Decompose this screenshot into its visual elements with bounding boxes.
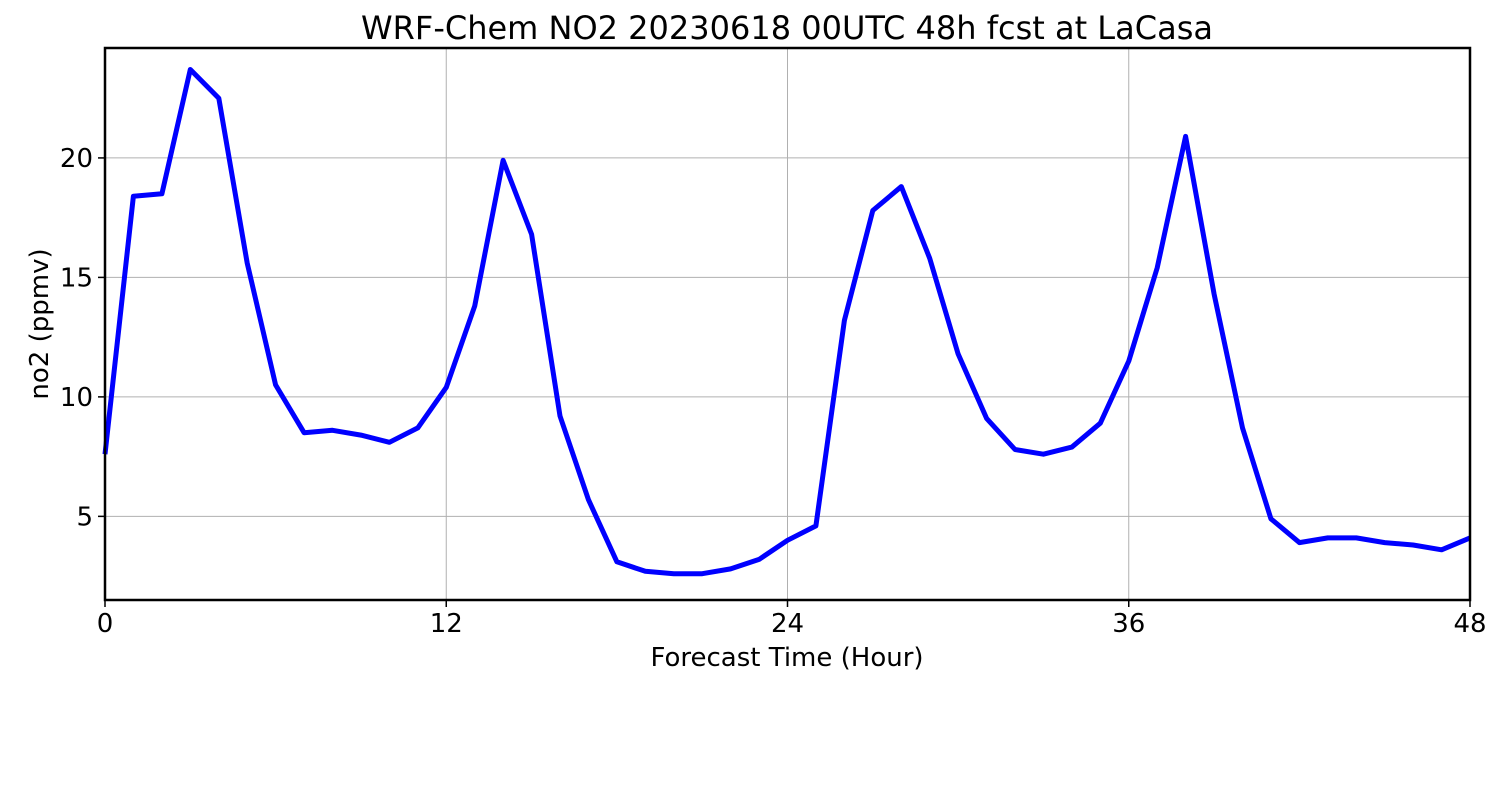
y-tick-label: 10: [60, 383, 93, 413]
y-tick-label: 5: [76, 502, 93, 532]
x-tick-label: 24: [771, 609, 804, 639]
chart-title: WRF-Chem NO2 20230618 00UTC 48h fcst at …: [361, 9, 1213, 47]
x-tick-label: 48: [1453, 609, 1486, 639]
x-tick-label: 36: [1112, 609, 1145, 639]
grid-lines: [104, 48, 1471, 600]
no2-series-line: [102, 67, 1471, 577]
y-tick-label: 20: [60, 144, 93, 174]
x-tick-label: 12: [430, 609, 463, 639]
x-tick-label: 0: [97, 609, 114, 639]
y-axis-label: no2 (ppmv): [25, 248, 55, 399]
y-tick-label: 15: [60, 263, 93, 293]
series-layer: [102, 67, 1471, 577]
x-axis-label: Forecast Time (Hour): [650, 643, 923, 673]
axis-ticks: 0 12 24 36 48 5 10 15 20: [60, 144, 1487, 639]
